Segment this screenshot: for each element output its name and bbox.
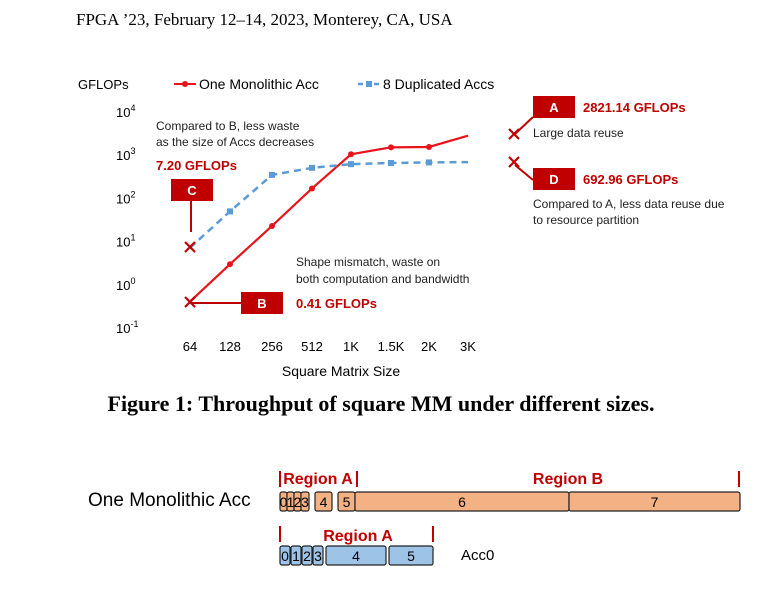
row1-cell-label: 5 [343,494,351,510]
annotation-tags: A B C D [171,96,575,314]
y-tick-label: 101 [116,233,135,250]
row1-cell-label: 0 [280,494,288,510]
tag-a-box [533,96,575,118]
figure-caption: Figure 1: Throughput of square MM under … [107,391,655,416]
cross-markers [184,128,520,308]
row1-cell-label: 1 [287,494,295,510]
row2-cell-label: 1 [292,548,300,564]
legend-label-duplicated: 8 Duplicated Accs [383,76,494,92]
data-point [348,151,354,158]
row2-region-a-label: Region A [323,528,393,545]
data-point [388,159,394,166]
legend-marker-duplicated [366,81,372,87]
data-point [269,171,275,178]
row1-cell-label: 6 [458,494,466,510]
row1-cell-label: 7 [651,494,659,510]
y-axis-label: GFLOPs [78,77,129,92]
series-layer [189,134,469,303]
annot-c-note-1: Compared to B, less waste [156,119,300,133]
data-point [227,261,233,268]
x-tick-label: 512 [301,339,323,354]
annot-d-note-1: Compared to A, less data reuse due [533,197,725,211]
page-header: FPGA ’23, February 12–14, 2023, Monterey… [76,10,453,29]
y-tick-label: 102 [116,189,135,206]
legend: One Monolithic Acc 8 Duplicated Accs [174,76,494,92]
row2-cell-label: 5 [407,548,415,564]
row1-cell-label: 4 [320,494,328,510]
cross-d-icon [508,156,520,168]
row2-cell-label: 2 [303,548,311,564]
row2-cell-label: 3 [314,548,322,564]
data-point [309,185,315,192]
x-axis-ticks: 64 128 256 512 1K 1.5K 2K 3K [183,339,477,354]
y-tick-label: 100 [116,276,135,293]
annot-b-value: 0.41 GFLOPs [296,296,377,311]
series-line-0 [189,134,469,303]
tag-c-box [171,179,213,201]
x-tick-label: 1.5K [378,339,405,354]
row1-label: One Monolithic Acc [88,490,251,511]
tag-a-label: A [549,100,559,115]
data-point [426,159,432,166]
data-point [227,208,233,215]
tag-c-label: C [187,183,197,198]
legend-label-monolithic: One Monolithic Acc [199,76,319,92]
cross-b-icon [184,296,196,308]
series-line-1 [189,160,469,249]
legend-marker-monolithic [182,81,188,87]
annot-b-note-2: both computation and bandwidth [296,272,469,286]
tag-b-box [241,292,283,314]
annot-b-note-1: Shape mismatch, waste on [296,255,440,269]
annot-a-value: 2821.14 GFLOPs [583,100,686,115]
annotation-texts: 2821.14 GFLOPs Large data reuse 0.41 GFL… [156,100,725,311]
annot-d-value: 692.96 GFLOPs [583,172,678,187]
annot-c-value: 7.20 GFLOPs [156,158,237,173]
row1-region-a-label: Region A [283,471,353,488]
x-tick-label: 3K [460,339,476,354]
row1-cell [314,491,333,512]
data-point [388,144,394,151]
tag-d-label: D [549,172,558,187]
row1-cell-label: 2 [294,494,302,510]
y-tick-label: 104 [116,103,135,120]
x-tick-label: 2K [421,339,437,354]
data-point [269,222,275,229]
data-point [309,164,315,171]
cross-a-icon [508,128,520,140]
data-point [348,161,354,168]
data-point [426,143,432,150]
x-tick-label: 128 [219,339,241,354]
cross-c-icon [184,241,196,253]
x-tick-label: 64 [183,339,197,354]
row2-label: Acc0 [461,547,494,564]
y-tick-label: 10-1 [116,319,138,336]
row-monolithic: One Monolithic Acc Region A Region B 0 1 2 3 4 5… [88,471,741,512]
row1-cell-label: 3 [301,494,309,510]
annot-c-note-2: as the size of Accs decreases [156,135,314,149]
row1-cell [300,491,310,512]
annot-d-note-2: to resource partition [533,213,639,227]
y-axis-ticks: 104 103 102 101 100 10-1 [116,103,138,336]
row2-cell-label: 0 [281,548,289,564]
throughput-chart: 104 103 102 101 100 10-1 GFLOPs Square Matrix… [78,76,725,379]
x-tick-label: 256 [261,339,283,354]
row2-cell-label: 4 [352,548,360,564]
tag-b-label: B [257,296,266,311]
x-tick-label: 1K [343,339,359,354]
tag-d-box [533,168,575,190]
annot-a-note: Large data reuse [533,126,624,140]
row-acc0: Region A 0 1 2 3 4 5 Acc0 [279,526,494,566]
row1-cell [568,491,741,512]
y-tick-label: 103 [116,146,135,163]
x-axis-label: Square Matrix Size [282,363,400,379]
row1-region-b-label: Region B [533,471,603,488]
